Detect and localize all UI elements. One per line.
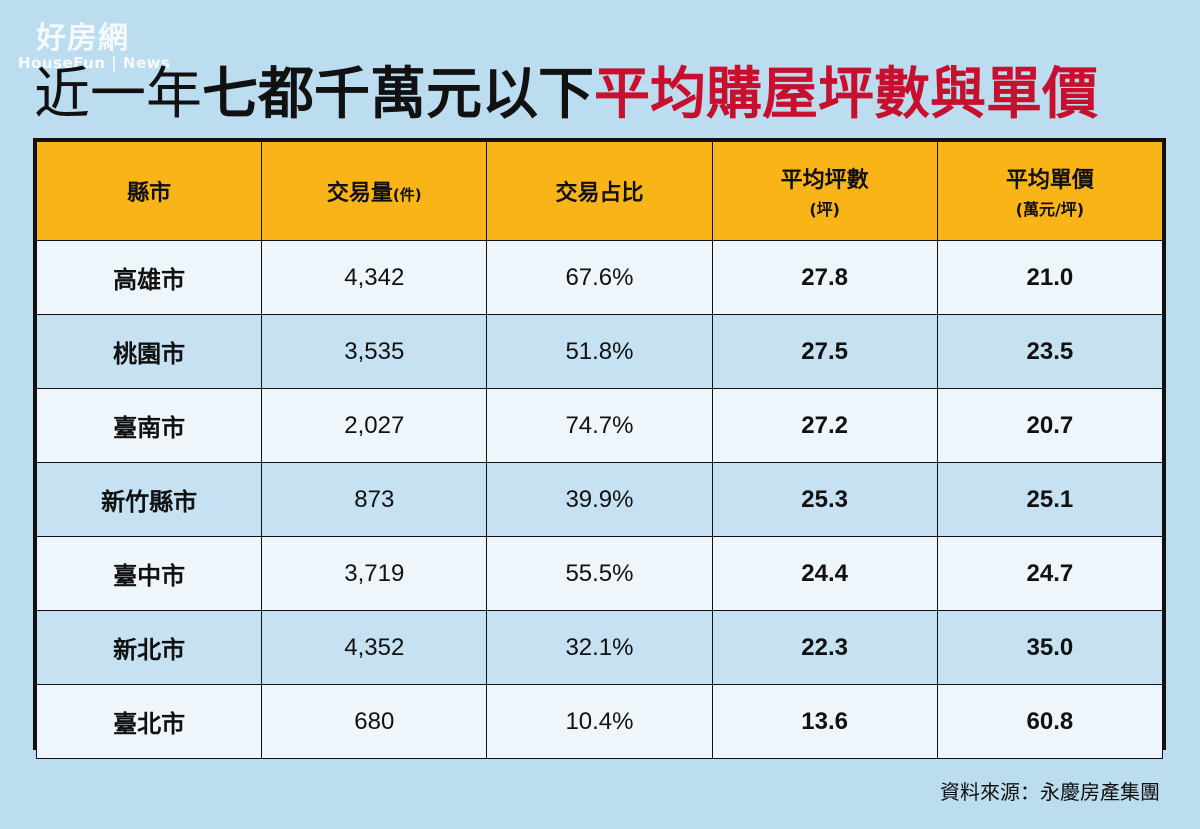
- cell-city: 桃園市: [35, 314, 263, 389]
- table-row: 臺北市 680 10.4% 13.6 60.8: [35, 684, 1164, 759]
- header-city: 縣市: [35, 141, 263, 241]
- table-row: 臺中市 3,719 55.5% 24.4 24.7: [35, 536, 1164, 611]
- header-avg-area-unit: (坪): [809, 200, 840, 219]
- watermark-cn: 好房網: [36, 21, 129, 56]
- cell-avg-price: 23.5: [936, 314, 1164, 389]
- cell-volume: 4,352: [261, 610, 488, 685]
- cell-avg-price: 24.7: [936, 536, 1164, 611]
- cell-avg-area: 22.3: [711, 610, 938, 685]
- cell-avg-price: 60.8: [936, 684, 1164, 759]
- cell-avg-area: 24.4: [711, 536, 938, 611]
- cell-avg-price: 25.1: [936, 462, 1164, 537]
- header-avg-area: 平均坪數 (坪): [711, 141, 938, 241]
- table-row: 臺南市 2,027 74.7% 27.2 20.7: [35, 388, 1164, 463]
- header-avg-price: 平均單價 (萬元/坪): [936, 141, 1164, 241]
- header-city-label: 縣市: [127, 181, 172, 206]
- data-table-container: 縣市 交易量(件) 交易占比 平均坪數 (坪) 平均單價 (萬元/坪) 高雄市 4,…: [33, 138, 1166, 759]
- header-avg-price-unit: (萬元/坪): [1015, 200, 1085, 219]
- title-part-2: 七都千萬元以下: [202, 62, 594, 127]
- header-volume-unit: (件): [392, 186, 422, 204]
- cell-share: 51.8%: [486, 314, 713, 389]
- cell-volume: 2,027: [261, 388, 488, 463]
- cell-city: 臺南市: [35, 388, 263, 463]
- title-part-1: 近一年: [34, 62, 202, 127]
- header-share-label: 交易占比: [555, 181, 644, 206]
- cell-volume: 873: [261, 462, 488, 537]
- cell-city: 新北市: [35, 610, 263, 685]
- cell-volume: 680: [261, 684, 488, 759]
- cell-share: 39.9%: [486, 462, 713, 537]
- cell-avg-price: 35.0: [936, 610, 1164, 685]
- header-share: 交易占比: [486, 141, 713, 241]
- data-table: 縣市 交易量(件) 交易占比 平均坪數 (坪) 平均單價 (萬元/坪) 高雄市 4,…: [35, 141, 1164, 759]
- header-volume: 交易量(件): [261, 141, 488, 241]
- watermark-en: HouseFun | News: [18, 54, 171, 72]
- table-row: 桃園市 3,535 51.8% 27.5 23.5: [35, 314, 1164, 389]
- cell-avg-area: 25.3: [711, 462, 938, 537]
- cell-avg-price: 21.0: [936, 240, 1164, 315]
- cell-avg-area: 27.2: [711, 388, 938, 463]
- header-volume-label: 交易量: [326, 181, 393, 206]
- cell-city: 高雄市: [35, 240, 263, 315]
- cell-city: 臺北市: [35, 684, 263, 759]
- header-avg-area-label: 平均坪數: [780, 168, 869, 193]
- cell-volume: 4,342: [261, 240, 488, 315]
- cell-avg-area: 27.8: [711, 240, 938, 315]
- header-avg-price-label: 平均單價: [1005, 168, 1094, 193]
- cell-avg-area: 27.5: [711, 314, 938, 389]
- cell-city: 新竹縣市: [35, 462, 263, 537]
- title-part-3: 平均購屋坪數與單價: [594, 62, 1098, 127]
- cell-share: 10.4%: [486, 684, 713, 759]
- cell-avg-area: 13.6: [711, 684, 938, 759]
- cell-avg-price: 20.7: [936, 388, 1164, 463]
- cell-city: 臺中市: [35, 536, 263, 611]
- cell-volume: 3,719: [261, 536, 488, 611]
- cell-volume: 3,535: [261, 314, 488, 389]
- page-title: 近一年七都千萬元以下平均購屋坪數與單價: [34, 60, 1098, 130]
- table-row: 新北市 4,352 32.1% 22.3 35.0: [35, 610, 1164, 685]
- watermark-logo: 好房網 HouseFun | News: [18, 24, 170, 71]
- cell-share: 74.7%: [486, 388, 713, 463]
- table-header-row: 縣市 交易量(件) 交易占比 平均坪數 (坪) 平均單價 (萬元/坪): [35, 141, 1164, 241]
- table-row: 高雄市 4,342 67.6% 27.8 21.0: [35, 240, 1164, 315]
- table-row: 新竹縣市 873 39.9% 25.3 25.1: [35, 462, 1164, 537]
- source-note: 資料來源：永慶房產集團: [940, 780, 1160, 804]
- cell-share: 55.5%: [486, 536, 713, 611]
- cell-share: 32.1%: [486, 610, 713, 685]
- cell-share: 67.6%: [486, 240, 713, 315]
